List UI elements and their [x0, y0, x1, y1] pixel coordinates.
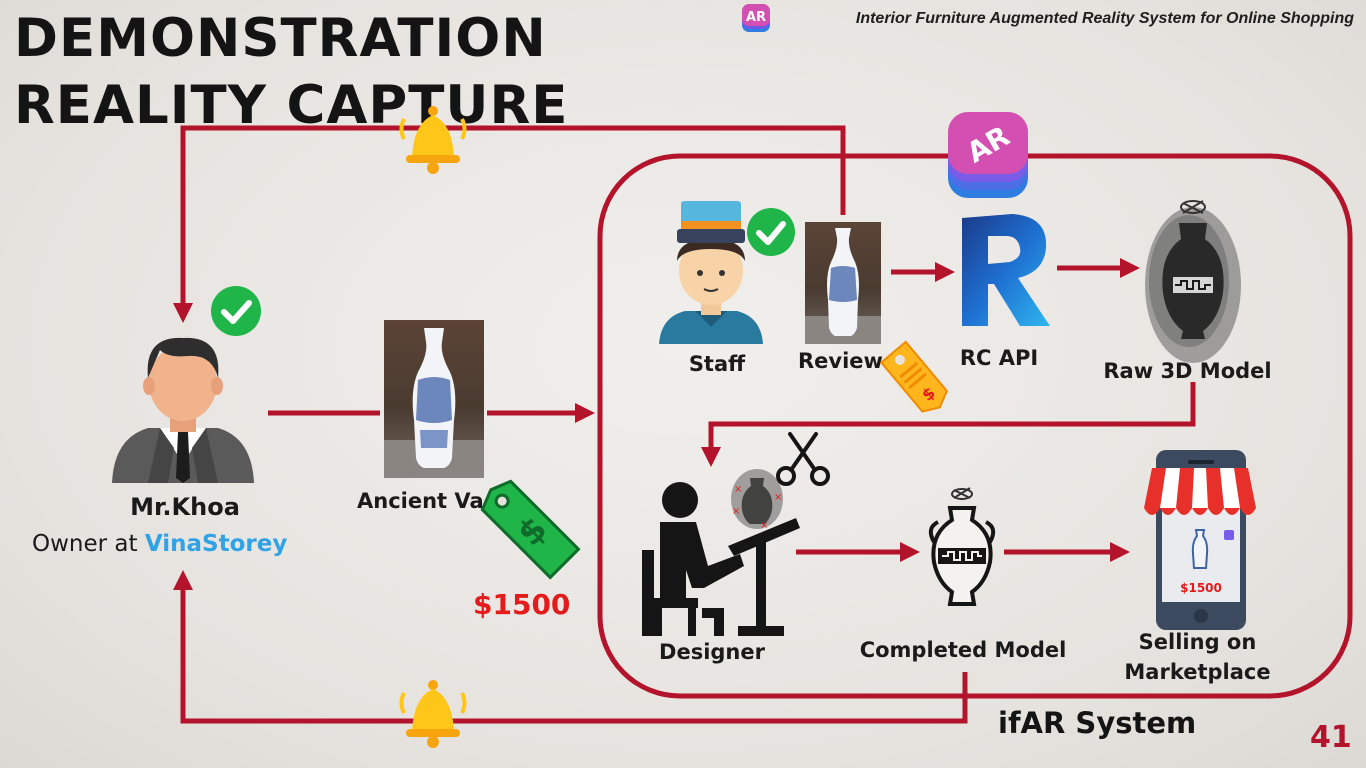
completed-model-label: Completed Model	[859, 638, 1067, 662]
ar-app-icon: AR	[944, 112, 1032, 204]
slide-title-line1: DEMONSTRATION	[14, 8, 547, 69]
slide-header: Interior Furniture Augmented Reality Sys…	[855, 10, 1354, 27]
svg-text:AR: AR	[746, 10, 766, 25]
scissors-icon	[774, 430, 832, 488]
bell-icon	[398, 101, 468, 175]
svg-text:×: ×	[734, 484, 742, 495]
check-icon	[746, 207, 796, 257]
slide-title-line2: REALITY CAPTURE	[14, 75, 569, 136]
page-number: 41	[1310, 720, 1352, 755]
selling-label-line1: Selling on	[1138, 630, 1257, 654]
phone-price: $1500	[1180, 581, 1222, 595]
store-awning-icon	[1144, 468, 1256, 530]
svg-text:×: ×	[760, 520, 768, 531]
svg-text:×: ×	[732, 506, 740, 517]
arrow-review-to-owner	[173, 125, 846, 323]
designer-icon	[640, 470, 800, 636]
owner-company: VinaStorey	[144, 531, 288, 557]
svg-text:×: ×	[774, 492, 782, 503]
vase-photo	[384, 320, 484, 478]
raw-model-label: Raw 3D Model	[1103, 359, 1272, 383]
arrow-completed-to-owner	[173, 570, 968, 724]
price-tag-icon: $	[874, 338, 958, 420]
vase-photo	[805, 222, 881, 344]
designer-label: Designer	[659, 640, 765, 664]
bell-icon	[398, 675, 468, 749]
ar-app-icon: AR	[740, 2, 772, 34]
owner-name: Mr.Khoa	[130, 493, 240, 521]
vase-icon: × × × ×	[724, 466, 790, 532]
staff-icon	[655, 199, 767, 344]
owner-role-prefix: Owner at	[32, 531, 145, 557]
selling-label-line2: Marketplace	[1124, 660, 1271, 684]
person-icon	[108, 328, 258, 483]
system-name: ifAR System	[998, 706, 1197, 740]
vase-icon	[924, 482, 1000, 614]
review-label: Review	[798, 349, 883, 373]
owner-role: Owner at VinaStorey	[32, 531, 287, 557]
rcapi-label: RC API	[959, 346, 1039, 370]
check-icon	[210, 285, 262, 337]
price-tag-icon: $	[476, 470, 582, 586]
arrow-raw-to-designer	[701, 382, 1196, 467]
product-price: $1500	[473, 588, 571, 621]
staff-label: Staff	[688, 352, 746, 376]
revit-r-icon	[956, 210, 1052, 328]
vase-icon	[1143, 193, 1243, 363]
vase-label: Ancient Va	[357, 489, 484, 513]
